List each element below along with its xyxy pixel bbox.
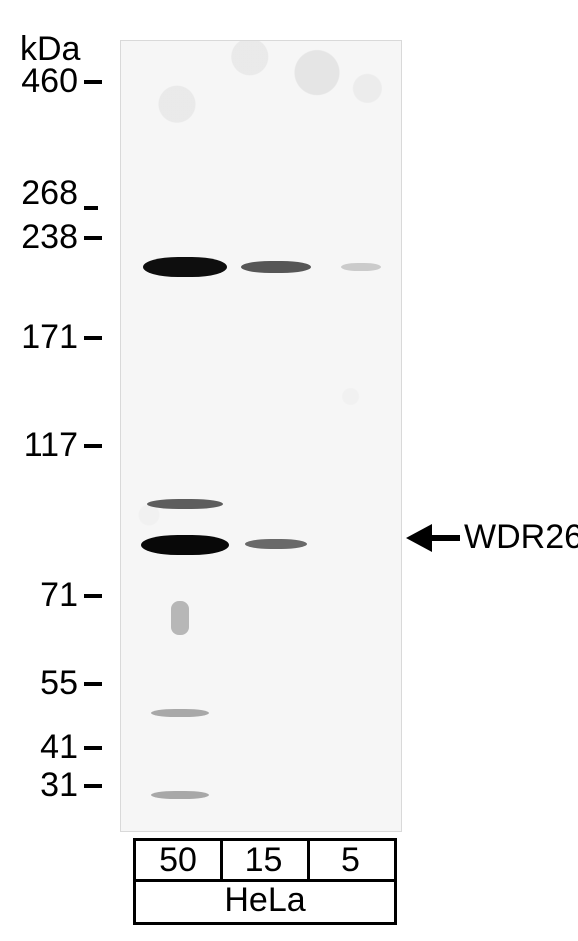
band-smear-65-lane1 <box>171 601 189 635</box>
mw-tick-31 <box>84 784 102 788</box>
mw-label-31: 31 <box>24 766 78 805</box>
mw-label-117: 117 <box>6 426 78 465</box>
band-238-lane1 <box>143 257 227 277</box>
band-48-lane1 <box>151 709 209 717</box>
sample-label: HeLa <box>224 881 305 920</box>
mw-tick-460 <box>84 80 102 84</box>
mw-tick-117 <box>84 444 102 448</box>
band-wdr26-lane1 <box>141 535 229 555</box>
mw-label-268: 268 <box>6 174 78 213</box>
band-238-lane3 <box>341 263 381 271</box>
mw-tick-71 <box>84 594 102 598</box>
mw-tick-55 <box>84 682 102 686</box>
mw-tick-238 <box>84 236 102 240</box>
mw-label-71: 71 <box>24 576 78 615</box>
mw-label-238: 238 <box>6 218 78 257</box>
band-31-lane1 <box>151 791 209 799</box>
band-upper-wd-lane1 <box>147 499 223 509</box>
lane-load-box-3: 5 <box>307 838 397 882</box>
target-protein-label: WDR26 <box>464 518 578 557</box>
blot-membrane <box>120 40 402 832</box>
mw-label-41: 41 <box>24 728 78 767</box>
mw-label-171: 171 <box>6 318 78 357</box>
sample-label-box: HeLa <box>133 879 397 925</box>
band-238-lane2 <box>241 261 311 273</box>
mw-tick-41 <box>84 746 102 750</box>
western-blot-figure: kDa 460 268 238 171 117 71 55 41 31 <box>0 0 578 941</box>
mw-label-460: 460 <box>6 62 78 101</box>
lane-load-label: 15 <box>245 841 283 880</box>
mw-label-55: 55 <box>24 664 78 703</box>
target-arrow-head-icon <box>406 524 432 552</box>
lane-load-label: 5 <box>341 841 360 880</box>
band-wdr26-lane2 <box>245 539 307 549</box>
mw-tick-268 <box>84 206 98 210</box>
lane-load-box-2: 15 <box>220 838 310 882</box>
target-arrow-line <box>432 535 460 541</box>
lane-load-label: 50 <box>159 841 197 880</box>
mw-tick-171 <box>84 336 102 340</box>
lane-load-box-1: 50 <box>133 838 223 882</box>
